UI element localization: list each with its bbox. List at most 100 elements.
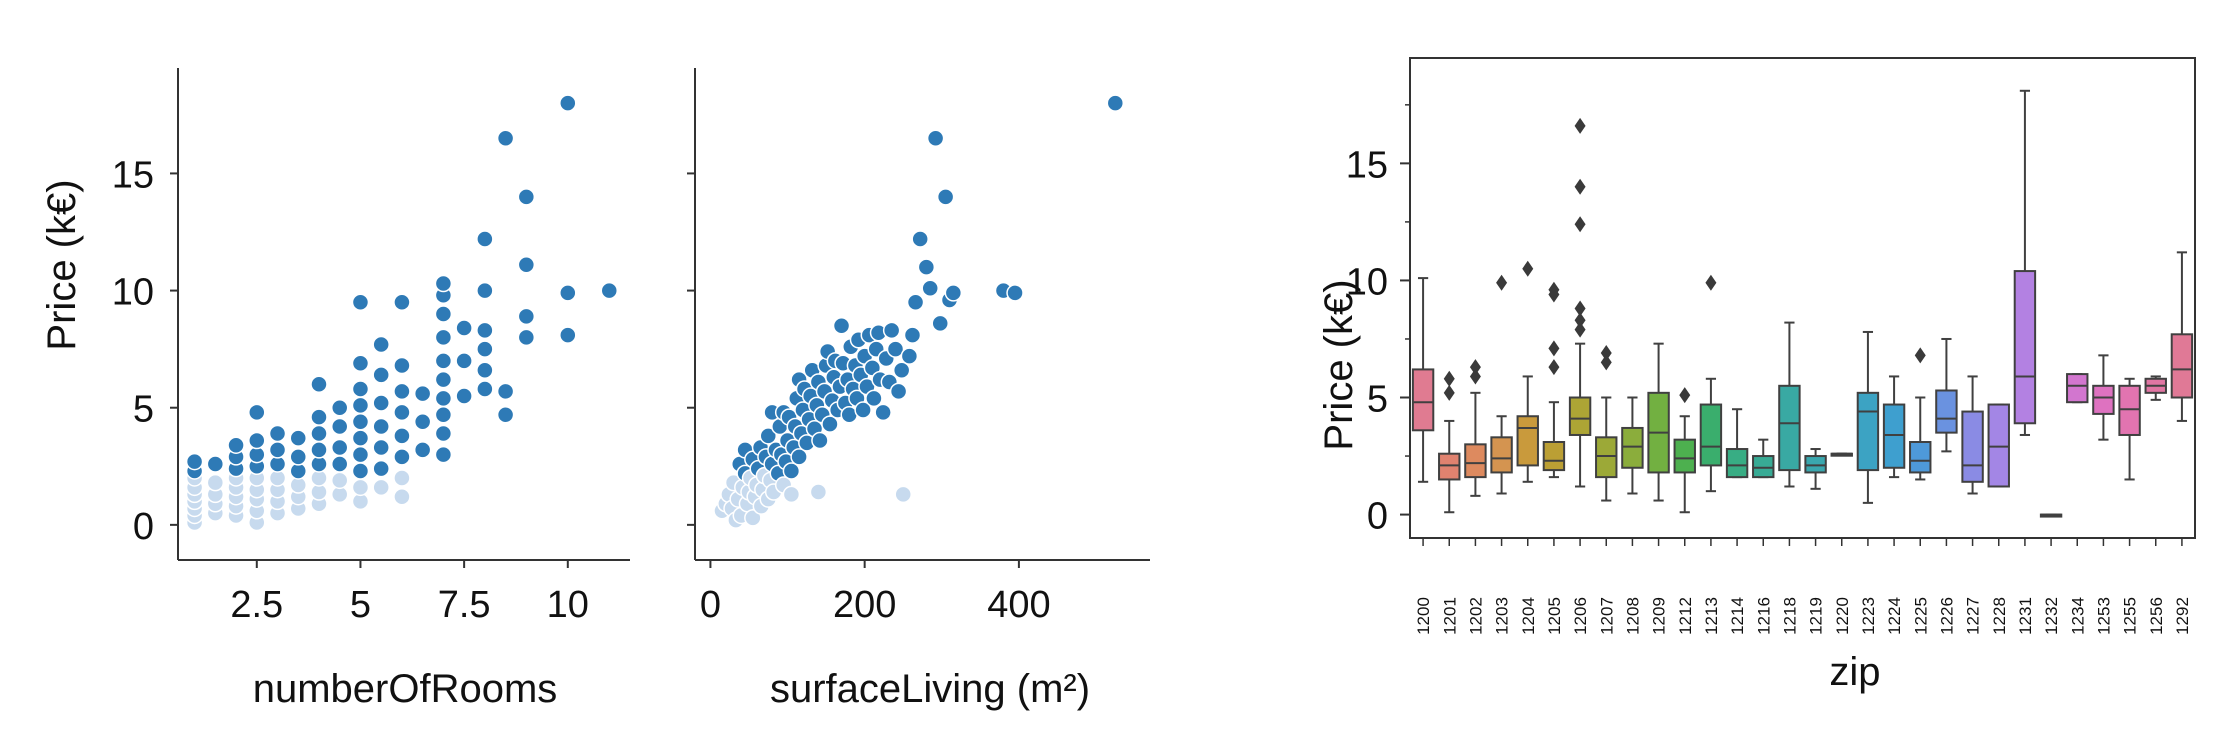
outlier-point [1522,260,1534,277]
scatter-point [289,429,308,447]
y-tick-label: 5 [133,389,154,431]
x-tick-label: 1216 [1754,597,1773,635]
outlier-point [1548,281,1560,298]
scatter-point [434,445,453,464]
y-tick-label: 5 [1367,379,1388,421]
scatter-point [559,326,577,344]
box [1856,391,1880,472]
scatter-point [455,319,473,337]
x-tick-label: 1209 [1650,597,1669,635]
scatter-point [248,431,266,450]
scatter-point [921,279,939,297]
scatter-point [496,382,515,401]
outlier-point [1679,387,1691,404]
outlier-point [1914,347,1926,364]
box [1987,403,2010,488]
scatter-point [476,361,494,379]
scatter-point [434,328,453,347]
scatter-point [227,436,245,454]
scatter-point [434,305,453,323]
x-tick-label: 1232 [2042,597,2061,635]
scatter-point [894,485,912,504]
scatter-point [517,188,536,206]
box [1673,438,1696,474]
scatter-point [496,405,515,424]
x-tick-label: 1228 [1990,597,2009,635]
scatter-point [782,462,801,480]
scatter-point [434,405,453,424]
scatter-point [936,188,955,206]
scatter-point [496,129,515,148]
scatter-point [600,281,619,300]
scatter-point [372,438,390,457]
scatter-point [931,314,949,333]
scatter-point [351,445,370,464]
scatter-point [310,424,328,443]
scatter-point [330,398,349,417]
outlier-point [1705,274,1717,291]
scatter-point [310,408,328,426]
scatter-point [393,469,411,487]
scatter-point [206,455,225,473]
x-tick-label: 1227 [1964,597,1983,635]
scatter-point [393,448,411,466]
scatter-point [268,441,287,459]
scatter-point [854,401,872,419]
y-tick-label: 0 [133,506,154,548]
scatter-point [351,380,370,398]
x-tick-label: 1223 [1859,597,1878,635]
outlier-point [1469,368,1481,385]
y-tick-label: 15 [1346,144,1388,186]
scatter-point [476,340,494,358]
x-tick-label: 1234 [2068,597,2087,635]
y-tick-label: 15 [112,154,154,196]
rooms-y-axis-label: Price (k€) [40,179,84,350]
box [1568,396,1592,436]
box [2013,270,2037,425]
scatter-point [1106,94,1125,112]
scatter-point [351,396,370,415]
box [1595,436,1618,479]
scatter-point [759,427,778,445]
scatter-point [809,483,828,501]
scatter-point [351,293,370,312]
x-tick-label: 1204 [1519,597,1538,635]
box [1464,443,1487,479]
x-tick-label: 1207 [1597,597,1616,635]
box [1621,426,1644,469]
scatter-point [790,448,808,466]
scatter-point [874,403,892,422]
scatter-point [413,384,432,403]
x-tick-label: 2.5 [230,584,283,626]
outlier-point [1443,384,1455,401]
scatter-point [886,340,905,358]
scatter-point [413,413,432,431]
x-tick-label: 1219 [1807,597,1826,635]
scatter-point [351,478,370,497]
box [1752,455,1775,479]
scatter-point [434,370,453,389]
outlier-point [1600,354,1612,371]
scatter-point [476,380,494,398]
outlier-point [1574,216,1586,233]
box [1778,384,1801,472]
box [1542,441,1566,472]
scatter-point [393,427,411,445]
scatter-point [882,321,901,340]
zip-boxplot-panel: Price (k€) zip 0 5 10 15 1200 1201 1202 1203 120… [1317,57,2196,694]
scatter-point [372,417,390,436]
outlier-point [1574,117,1586,134]
scatter-point [434,352,453,370]
x-tick-label: 1220 [1833,597,1852,635]
scatter-point [393,382,411,401]
rooms-x-axis-label: numberOfRooms [253,667,558,711]
box [1438,452,1461,481]
scatter-point [865,389,883,408]
scatter-point [330,471,349,490]
x-tick-label: 1206 [1571,597,1590,635]
box [1516,415,1539,467]
scatter-point [821,415,839,433]
scatter-point [268,424,287,443]
scatter-point [517,307,536,326]
